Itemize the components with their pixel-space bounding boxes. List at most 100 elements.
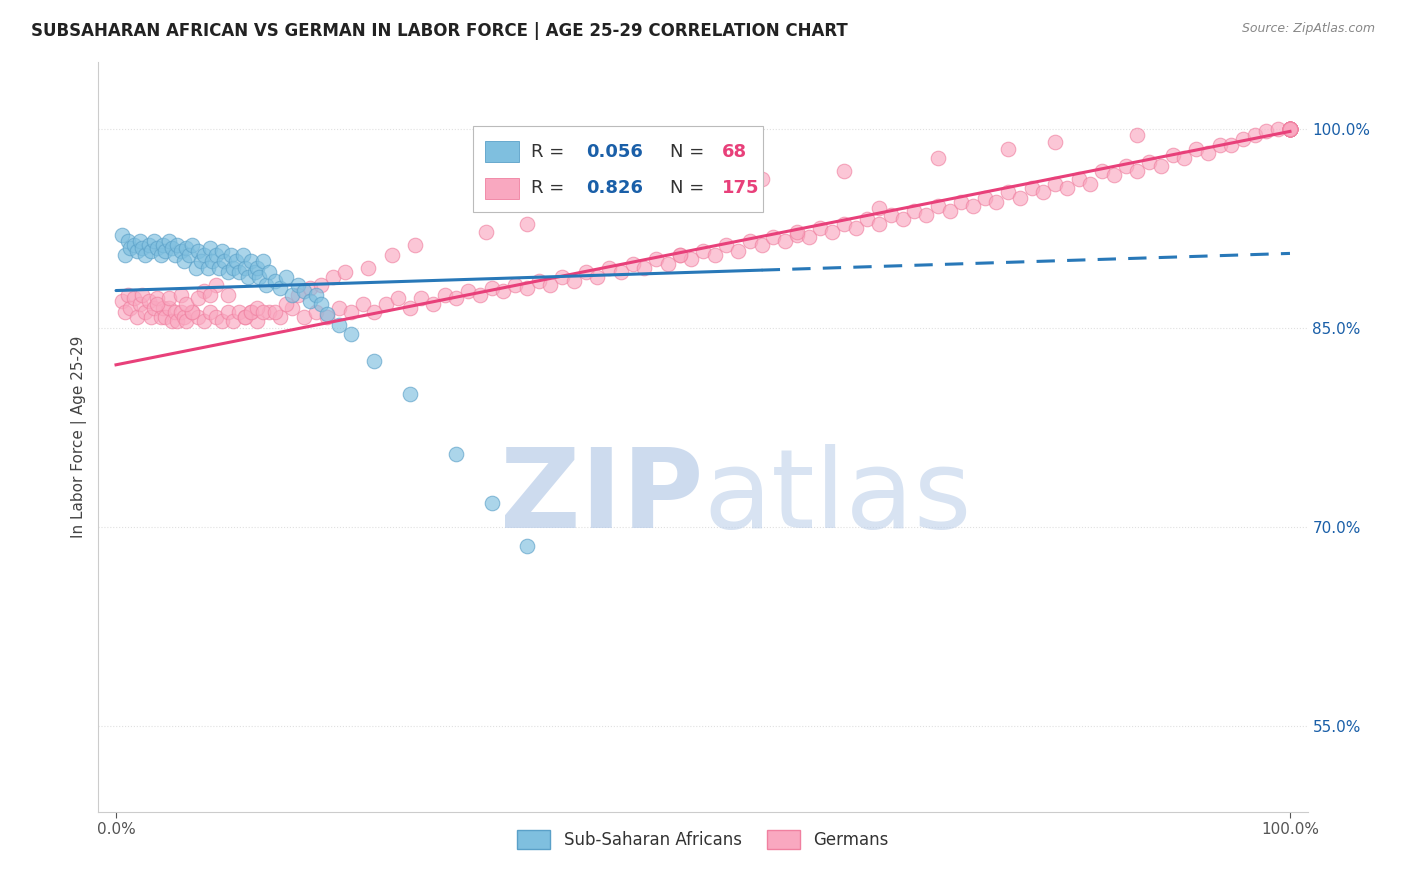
- Point: [269, 281, 291, 295]
- Point: [117, 287, 139, 301]
- Point: [950, 194, 973, 209]
- Point: [481, 281, 503, 295]
- Point: [111, 227, 134, 242]
- Point: [146, 292, 169, 306]
- Point: [997, 186, 1019, 200]
- Point: [1220, 137, 1243, 152]
- Point: [786, 227, 808, 242]
- Point: [375, 297, 398, 311]
- Point: [610, 265, 633, 279]
- Point: [149, 248, 172, 262]
- Point: [111, 294, 134, 309]
- Point: [169, 244, 191, 258]
- Point: [357, 260, 380, 275]
- Point: [1102, 168, 1125, 182]
- Point: [281, 301, 304, 315]
- Point: [246, 301, 269, 315]
- Point: [173, 254, 195, 268]
- Point: [184, 260, 207, 275]
- Point: [233, 310, 256, 324]
- Point: [246, 314, 269, 328]
- Point: [114, 305, 136, 319]
- Point: [146, 241, 169, 255]
- Point: [433, 287, 456, 301]
- Point: [657, 257, 679, 271]
- Point: [149, 310, 172, 324]
- Point: [316, 310, 339, 324]
- Point: [128, 297, 150, 311]
- Point: [527, 274, 550, 288]
- Point: [516, 540, 538, 554]
- Point: [703, 248, 725, 262]
- Text: N =: N =: [671, 179, 704, 197]
- Point: [177, 248, 200, 262]
- Point: [1208, 137, 1230, 152]
- Point: [1126, 164, 1149, 178]
- Point: [166, 314, 188, 328]
- Point: [832, 164, 855, 178]
- Point: [181, 305, 204, 319]
- Point: [610, 194, 633, 209]
- Point: [201, 254, 224, 268]
- Point: [1243, 128, 1265, 143]
- Point: [446, 447, 468, 461]
- Point: [633, 260, 655, 275]
- Point: [122, 238, 145, 252]
- Point: [141, 310, 163, 324]
- Point: [181, 238, 204, 252]
- Point: [1185, 142, 1208, 156]
- Point: [1043, 135, 1066, 149]
- Point: [986, 194, 1008, 209]
- Legend: Sub-Saharan Africans, Germans: Sub-Saharan Africans, Germans: [510, 823, 896, 855]
- Point: [1008, 191, 1031, 205]
- Point: [263, 305, 285, 319]
- Point: [1278, 121, 1301, 136]
- Point: [163, 305, 186, 319]
- Point: [222, 260, 245, 275]
- Point: [973, 191, 995, 205]
- Point: [292, 284, 315, 298]
- Point: [1150, 159, 1173, 173]
- Point: [938, 204, 960, 219]
- Point: [142, 301, 165, 315]
- Point: [162, 241, 184, 255]
- Point: [363, 305, 385, 319]
- Point: [1278, 121, 1301, 136]
- Point: [217, 305, 239, 319]
- Point: [134, 248, 156, 262]
- Point: [187, 292, 209, 306]
- Point: [122, 292, 145, 306]
- Point: [797, 230, 820, 244]
- Point: [169, 287, 191, 301]
- Point: [915, 208, 938, 222]
- Point: [142, 235, 165, 249]
- Point: [856, 211, 879, 226]
- Point: [246, 260, 269, 275]
- Point: [880, 208, 903, 222]
- Point: [276, 270, 298, 285]
- Point: [166, 238, 188, 252]
- Point: [138, 294, 160, 309]
- Point: [668, 248, 690, 262]
- Text: ZIP: ZIP: [499, 443, 703, 550]
- Point: [598, 260, 620, 275]
- Point: [738, 235, 761, 249]
- Point: [211, 244, 233, 258]
- Point: [1173, 151, 1195, 165]
- Point: [311, 278, 333, 293]
- Point: [197, 260, 219, 275]
- Point: [492, 284, 515, 298]
- Point: [340, 327, 363, 342]
- Point: [1137, 155, 1160, 169]
- Point: [340, 305, 363, 319]
- Point: [1161, 148, 1184, 162]
- Point: [481, 496, 503, 510]
- Point: [516, 281, 538, 295]
- Point: [298, 294, 321, 309]
- Point: [808, 221, 831, 235]
- Text: 0.056: 0.056: [586, 143, 643, 161]
- Point: [551, 270, 574, 285]
- Point: [387, 292, 409, 306]
- Point: [187, 244, 209, 258]
- Point: [1278, 121, 1301, 136]
